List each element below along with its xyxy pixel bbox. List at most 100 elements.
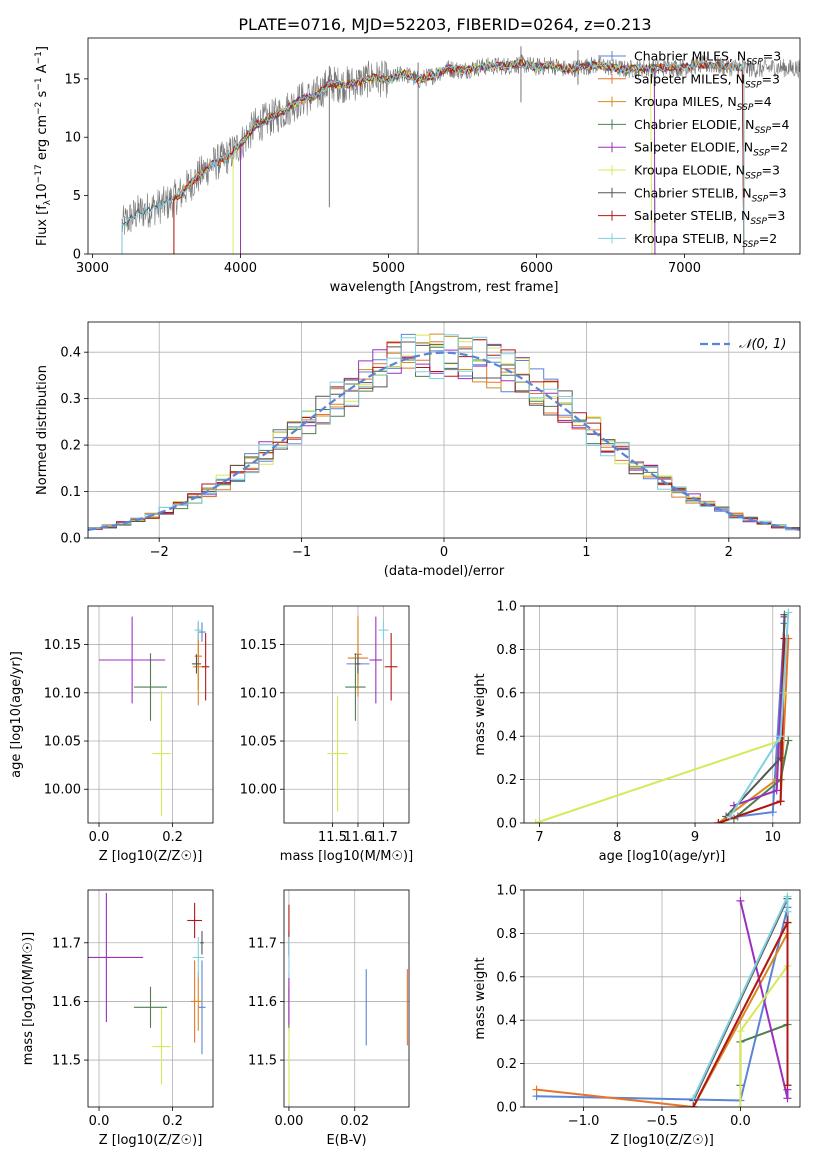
plot-area <box>531 608 793 823</box>
y-axis-label: Normed distribution <box>35 365 50 495</box>
x-tick-label: −2 <box>150 545 169 560</box>
x-tick-label: 0.02 <box>340 1114 369 1129</box>
y-tick-label: 11.7 <box>248 936 277 951</box>
x-tick-label: 0 <box>440 545 448 560</box>
y-tick-label: 0.0 <box>496 1101 517 1116</box>
model-line-3 <box>173 59 745 254</box>
residuals-panel: −2 −1 0 1 2 0.0 0.1 0.2 0.3 0.4 𝒩(0, 1) (data-model… <box>35 321 801 579</box>
y-tick-label: 10 <box>64 131 81 146</box>
y-tick-label: 0.4 <box>60 346 81 361</box>
plot-area <box>88 892 206 1085</box>
x-tick-label: 0.2 <box>162 1114 183 1129</box>
y-axis-label: mass weight <box>473 957 488 1039</box>
y-tick-label: 10.00 <box>240 783 277 798</box>
model-line-6 <box>232 60 653 254</box>
x-tick-label: 8 <box>613 830 621 845</box>
y-tick-label: 1.0 <box>496 600 517 615</box>
y-tick-label: 0.1 <box>60 485 81 500</box>
x-tick-label: −1 <box>292 545 311 560</box>
axes-frame <box>87 321 801 539</box>
x-tick-label: 0.0 <box>89 830 110 845</box>
y-tick-label: 11.6 <box>52 995 81 1010</box>
axes-frame <box>87 605 214 824</box>
x-axis-label: age [log10(age/yr)] <box>599 849 726 864</box>
axes-frame <box>283 889 410 1108</box>
x-tick-label: 6000 <box>520 261 553 276</box>
plot-area <box>327 615 398 812</box>
x-tick-label: 0.0 <box>730 1114 751 1129</box>
x-tick-label: 3000 <box>76 261 109 276</box>
y-tick-label: 10.05 <box>240 735 277 750</box>
legend-label-normal: 𝒩(0, 1) <box>739 337 786 352</box>
y-tick-label: 0.8 <box>496 927 517 942</box>
x-tick-label: 11.5 <box>318 830 347 845</box>
y-tick-label: 15 <box>64 72 81 87</box>
legend-label-3: Kroupa MILES, NSSP=4 <box>634 94 772 113</box>
x-axis-label: Z [log10(Z/Z☉)] <box>610 1133 714 1148</box>
x-axis-label: (data-model)/error <box>384 564 505 579</box>
y-tick-label: 10.15 <box>240 638 277 653</box>
axes-frame <box>523 889 801 1108</box>
x-tick-label: 10 <box>765 830 782 845</box>
y-tick-label: 0.8 <box>496 643 517 658</box>
legend-label-1: Chabrier MILES, NSSP=3 <box>634 49 781 68</box>
plot-area <box>288 904 408 1105</box>
weight-line-5 <box>733 616 786 807</box>
model-line-2 <box>173 58 745 254</box>
y-tick-label: 0.3 <box>60 392 81 407</box>
figure-title: PLATE=0716, MJD=52203, FIBERID=0264, z=0… <box>238 15 651 34</box>
y-tick-label: 11.6 <box>248 995 277 1010</box>
y-tick-label: 11.5 <box>248 1054 277 1069</box>
y-tick-label: 0.4 <box>496 730 517 745</box>
legend-label-5: Salpeter ELODIE, NSSP=2 <box>634 140 788 159</box>
legend-label-6: Kroupa ELODIE, NSSP=3 <box>634 163 780 182</box>
y-tick-label: 5 <box>73 189 81 204</box>
weight-line-6 <box>739 965 789 1107</box>
y-tick-label: 10.10 <box>240 686 277 701</box>
mass-vs-ebv-panel: 0.00 0.02 11.5 11.6 11.7 E(B-V) <box>248 889 410 1148</box>
model-line-1 <box>173 60 745 254</box>
x-tick-label: 0.00 <box>274 1114 303 1129</box>
x-axis-label: Z [log10(Z/Z☉)] <box>99 849 203 864</box>
normal-curve <box>88 351 800 531</box>
plot-area <box>88 333 800 538</box>
legend-label-9: Kroupa STELIB, NSSP=2 <box>634 231 777 250</box>
x-tick-label: 11.6 <box>344 830 373 845</box>
y-tick-label: 0 <box>73 248 81 263</box>
y-axis-label: mass [log10(M/M☉)] <box>21 932 36 1065</box>
y-tick-label: 10.15 <box>44 638 81 653</box>
legend-label-2: Salpeter MILES, NSSP=3 <box>634 71 780 90</box>
y-tick-label: 0.2 <box>496 773 517 788</box>
y-tick-label: 0.2 <box>60 439 81 454</box>
spectrum-panel: 3000 4000 5000 6000 7000 0 5 10 15 Chabrier MILES… <box>34 37 801 295</box>
y-tick-label: 0.2 <box>496 1057 517 1072</box>
histogram-9 <box>88 334 800 538</box>
axes-frame <box>523 605 801 824</box>
x-tick-label: 7000 <box>668 261 701 276</box>
mass-vs-z-panel: 0.0 0.2 11.5 11.6 11.7 Z [log10(Z/Z☉)] mass [l… <box>21 889 214 1148</box>
y-tick-label: 0.6 <box>496 970 517 985</box>
y-tick-label: 11.5 <box>52 1054 81 1069</box>
weight-line-7 <box>725 614 786 818</box>
x-tick-label: 2 <box>725 545 733 560</box>
weight-vs-z-panel: −1.0 −0.5 0.0 0.0 0.2 0.4 0.6 0.8 1.0 Z [log10(Z/… <box>473 884 801 1148</box>
x-tick-label: −1.0 <box>568 1114 600 1129</box>
x-axis-label: wavelength [Angstrom, rest frame] <box>330 280 559 295</box>
y-axis-label: age [log10(age/yr)] <box>9 651 24 778</box>
weight-line-4 <box>739 1023 788 1086</box>
model-line-8 <box>173 59 745 254</box>
x-tick-label: 5000 <box>372 261 405 276</box>
y-tick-label: 10.00 <box>44 783 81 798</box>
weight-line-6 <box>535 692 786 823</box>
y-tick-label: 0.4 <box>496 1014 517 1029</box>
plot-area <box>532 892 792 1107</box>
x-axis-label: Z [log10(Z/Z☉)] <box>99 1133 203 1148</box>
legend-label-7: Chabrier STELIB, NSSP=3 <box>634 185 787 204</box>
model-line-9 <box>121 60 745 254</box>
y-tick-label: 11.7 <box>52 936 81 951</box>
x-tick-label: 4000 <box>224 261 257 276</box>
plot-area <box>99 616 210 817</box>
y-axis-label: Flux [fλ10−17 erg cm−2 s−1 A−1] <box>34 46 53 246</box>
legend-label-4: Chabrier ELODIE, NSSP=4 <box>634 117 789 136</box>
